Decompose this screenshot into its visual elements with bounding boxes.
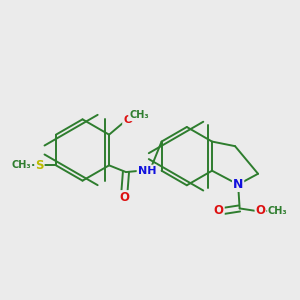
Text: CH₃: CH₃	[12, 160, 32, 170]
Text: CH₃: CH₃	[268, 206, 287, 216]
Text: O: O	[119, 191, 129, 204]
Text: O: O	[214, 204, 224, 218]
Text: O: O	[123, 115, 133, 125]
Text: CH₃: CH₃	[129, 110, 148, 120]
Text: N: N	[233, 178, 243, 191]
Text: O: O	[256, 204, 266, 218]
Text: NH: NH	[138, 166, 156, 176]
Text: S: S	[35, 159, 44, 172]
